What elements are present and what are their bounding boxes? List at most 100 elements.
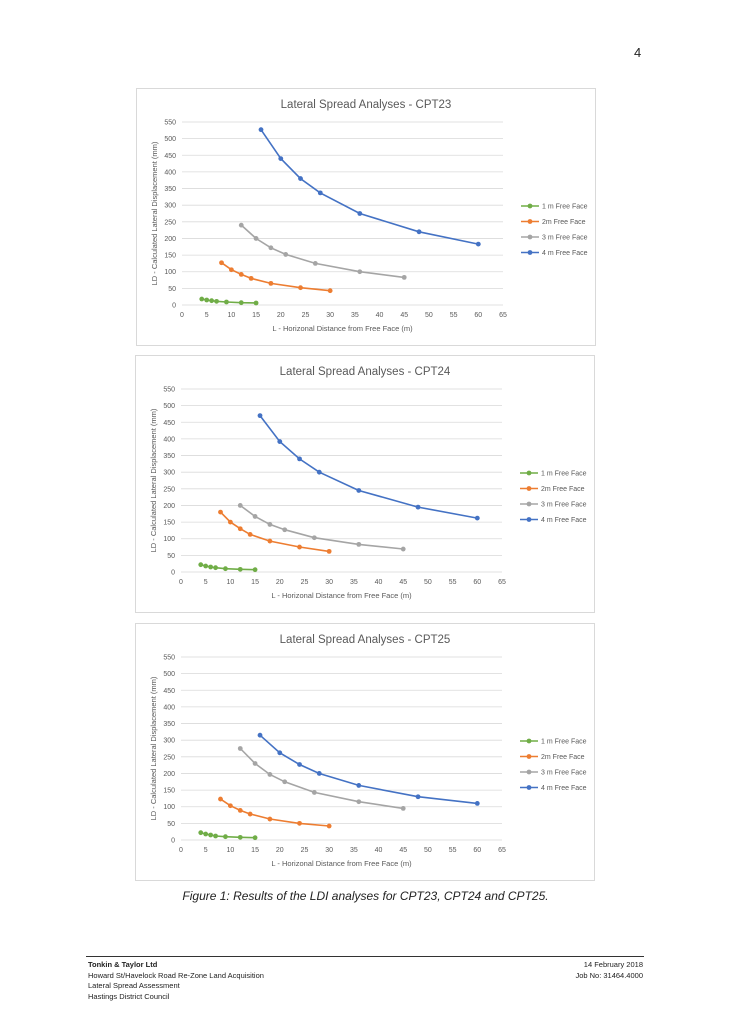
chart-cpt25: Lateral Spread Analyses - CPT25050100150… xyxy=(149,634,587,868)
data-point xyxy=(237,834,243,840)
x-axis-label: L - Horizonal Distance from Free Face (m… xyxy=(272,324,413,333)
chart-panel-cpt25: Lateral Spread Analyses - CPT25 0 50 100 150… xyxy=(135,623,595,881)
data-point xyxy=(238,271,244,277)
y-tick-label: 400 xyxy=(163,436,175,443)
series-line xyxy=(239,747,404,810)
data-point xyxy=(277,439,283,444)
x-tick-label: 0 xyxy=(179,579,183,586)
data-point xyxy=(297,820,302,826)
x-tick-label: 20 xyxy=(277,312,285,319)
data-point xyxy=(208,564,214,570)
x-tick-label: 60 xyxy=(473,579,481,586)
y-tick-label: 50 xyxy=(167,821,175,828)
x-tick-label: 50 xyxy=(425,312,433,319)
data-point xyxy=(252,761,258,766)
series-line xyxy=(259,415,478,519)
x-tick-label: 10 xyxy=(227,312,235,319)
y-tick-label: 450 xyxy=(163,420,175,427)
data-point xyxy=(258,127,264,133)
x-tick-label: 25 xyxy=(301,579,309,586)
x-tick-label: 5 xyxy=(204,579,208,586)
data-point xyxy=(317,190,323,196)
x-tick-label: 30 xyxy=(325,579,333,586)
y-tick-label: 100 xyxy=(163,536,175,543)
legend-marker xyxy=(526,501,532,507)
y-axis-label: LD - Calculated Lateral Displacement (mm… xyxy=(149,408,158,552)
data-point xyxy=(474,515,480,521)
footer-right: 14 February 2018 Job No: 31464.4000 xyxy=(575,960,643,981)
chart-title: Lateral Spread Analyses - CPT24 xyxy=(280,366,451,378)
data-point xyxy=(282,527,288,533)
y-tick-label: 200 xyxy=(163,503,175,510)
data-point xyxy=(203,563,209,569)
x-tick-label: 30 xyxy=(325,847,333,854)
data-point xyxy=(199,296,205,302)
x-tick-label: 25 xyxy=(302,312,310,319)
x-tick-label: 35 xyxy=(350,579,358,586)
x-tick-label: 0 xyxy=(179,847,183,854)
x-tick-label: 45 xyxy=(400,312,408,319)
legend-marker xyxy=(526,517,532,522)
data-point xyxy=(257,413,263,419)
y-tick-label: 150 xyxy=(164,253,176,260)
x-tick-label: 60 xyxy=(474,312,482,319)
y-tick-label: 550 xyxy=(164,120,176,127)
series-line xyxy=(260,129,479,245)
figure-caption: Figure 1: Results of the LDI analyses fo… xyxy=(182,889,549,903)
legend-label: 4 m Free Face xyxy=(542,250,588,257)
y-tick-label: 500 xyxy=(164,136,176,143)
series-line xyxy=(239,504,404,550)
x-tick-label: 40 xyxy=(375,847,383,854)
footer-job: Job No: 31464.4000 xyxy=(575,970,643,980)
data-point xyxy=(475,241,481,247)
y-tick-label: 200 xyxy=(164,236,176,243)
x-tick-label: 5 xyxy=(205,312,209,319)
x-tick-label: 35 xyxy=(351,312,359,319)
data-point xyxy=(267,522,273,527)
footer-date: 14 February 2018 xyxy=(583,960,643,969)
data-point xyxy=(268,245,274,251)
y-tick-label: 0 xyxy=(172,303,176,310)
y-tick-label: 250 xyxy=(163,486,175,493)
data-point xyxy=(283,252,289,257)
data-point xyxy=(356,488,362,493)
legend-label: 1 m Free Face xyxy=(542,204,588,211)
y-tick-label: 250 xyxy=(164,219,176,226)
data-point xyxy=(213,833,218,839)
data-point xyxy=(247,532,253,537)
x-tick-label: 15 xyxy=(251,579,259,586)
legend-label: 1 m Free Face xyxy=(541,471,587,478)
legend-marker xyxy=(527,219,533,224)
y-tick-label: 150 xyxy=(163,788,175,795)
y-tick-label: 300 xyxy=(163,470,175,477)
data-point xyxy=(252,567,258,573)
data-point xyxy=(253,300,259,306)
y-axis-label: LD - Calculated Lateral Displacement (mm… xyxy=(150,141,159,285)
data-point xyxy=(357,269,363,275)
data-point xyxy=(227,519,233,525)
x-tick-label: 15 xyxy=(251,847,259,854)
data-point xyxy=(298,176,303,181)
legend-marker xyxy=(526,769,532,775)
data-point xyxy=(282,779,288,785)
legend-marker xyxy=(526,470,532,476)
x-tick-label: 15 xyxy=(252,312,260,319)
data-point xyxy=(237,807,243,813)
data-point xyxy=(326,823,332,829)
legend-label: 2m Free Face xyxy=(541,754,585,761)
y-tick-label: 400 xyxy=(163,704,175,711)
chart-panel-cpt24: Lateral Spread Analyses - CPT24 0 50 100 150… xyxy=(135,355,595,613)
x-tick-label: 60 xyxy=(473,847,481,854)
data-point xyxy=(209,298,215,304)
legend-label: 4 m Free Face xyxy=(541,517,587,524)
data-point xyxy=(218,796,223,802)
data-point xyxy=(204,297,210,303)
data-point xyxy=(357,211,363,216)
series-line xyxy=(219,511,330,553)
data-point xyxy=(219,260,224,266)
x-tick-label: 10 xyxy=(226,847,234,854)
data-point xyxy=(356,799,362,805)
y-tick-label: 50 xyxy=(167,553,175,560)
y-tick-label: 50 xyxy=(168,286,176,293)
x-tick-label: 65 xyxy=(498,847,506,854)
